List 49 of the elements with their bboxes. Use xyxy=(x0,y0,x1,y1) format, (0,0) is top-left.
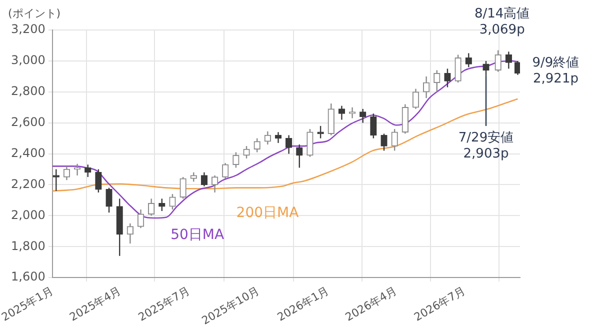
candlestick xyxy=(444,68,451,88)
candlestick xyxy=(338,105,346,120)
candlestick xyxy=(180,176,186,200)
candlestick xyxy=(211,174,218,194)
annotation: 7/29安値 2,903p xyxy=(458,129,514,162)
y-tick-label: 2,400 xyxy=(11,146,46,160)
candlestick xyxy=(494,50,502,72)
candlestick xyxy=(412,88,420,110)
candlestick xyxy=(465,52,472,68)
candlestick xyxy=(126,222,134,244)
candlestick xyxy=(190,172,197,182)
candlestick xyxy=(95,168,102,194)
candlestick xyxy=(254,138,260,153)
series-label: 50日MA xyxy=(170,227,224,244)
y-tick-label: 1,600 xyxy=(11,270,46,284)
candlestick xyxy=(296,144,303,168)
candlestick xyxy=(106,187,112,214)
y-tick-label: 1,800 xyxy=(11,238,46,253)
y-tick-label: 2,600 xyxy=(11,114,46,129)
candlestick xyxy=(264,130,271,146)
y-tick-label: 2,000 xyxy=(11,208,46,222)
series-label: 200日MA xyxy=(236,204,300,221)
annotation: 9/9終値 2,921p xyxy=(532,56,580,87)
candlestick xyxy=(422,76,430,99)
candlestick xyxy=(434,70,440,92)
candlestick xyxy=(380,133,388,152)
y-axis-title: (ポイント) xyxy=(8,6,61,20)
candlestick xyxy=(454,54,462,84)
y-tick-label: 2,200 xyxy=(11,176,46,191)
candlestick xyxy=(306,128,314,158)
y-tick-label: 3,200 xyxy=(11,22,46,36)
candlestick xyxy=(222,162,229,180)
candlestick xyxy=(137,208,144,229)
candlestick xyxy=(232,152,240,168)
candlestick xyxy=(243,145,250,160)
candlestick xyxy=(505,51,512,70)
candlestick xyxy=(360,108,366,124)
candlestick xyxy=(391,128,398,152)
candlestick xyxy=(402,104,408,134)
candlestick xyxy=(148,198,155,216)
y-tick-label: 3,000 xyxy=(11,53,46,68)
y-tick-label: 2,800 xyxy=(11,84,46,98)
candlestick xyxy=(514,60,520,76)
candlestick xyxy=(370,112,377,139)
candlestick xyxy=(328,102,334,136)
candlestick xyxy=(63,166,70,181)
candlestick xyxy=(169,193,176,210)
annotation: 8/14高値 3,069p xyxy=(474,6,530,38)
candlestick xyxy=(74,163,81,176)
